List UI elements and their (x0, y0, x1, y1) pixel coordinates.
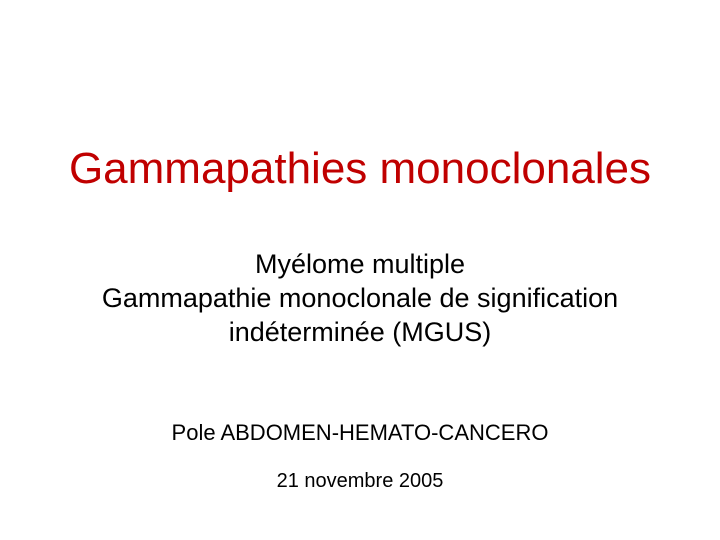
department-line: Pole ABDOMEN-HEMATO-CANCERO (0, 420, 720, 446)
date-line: 21 novembre 2005 (0, 470, 720, 493)
subtitle-line-1: Myélome multiple (255, 249, 465, 279)
subtitle-line-2: Gammapathie monoclonale de signification (102, 283, 618, 313)
slide-subtitle: Myélome multiple Gammapathie monoclonale… (0, 248, 720, 349)
slide-title: Gammapathies monoclonales (0, 145, 720, 193)
slide: Gammapathies monoclonales Myélome multip… (0, 0, 720, 540)
subtitle-line-3: indéterminée (MGUS) (229, 317, 492, 347)
